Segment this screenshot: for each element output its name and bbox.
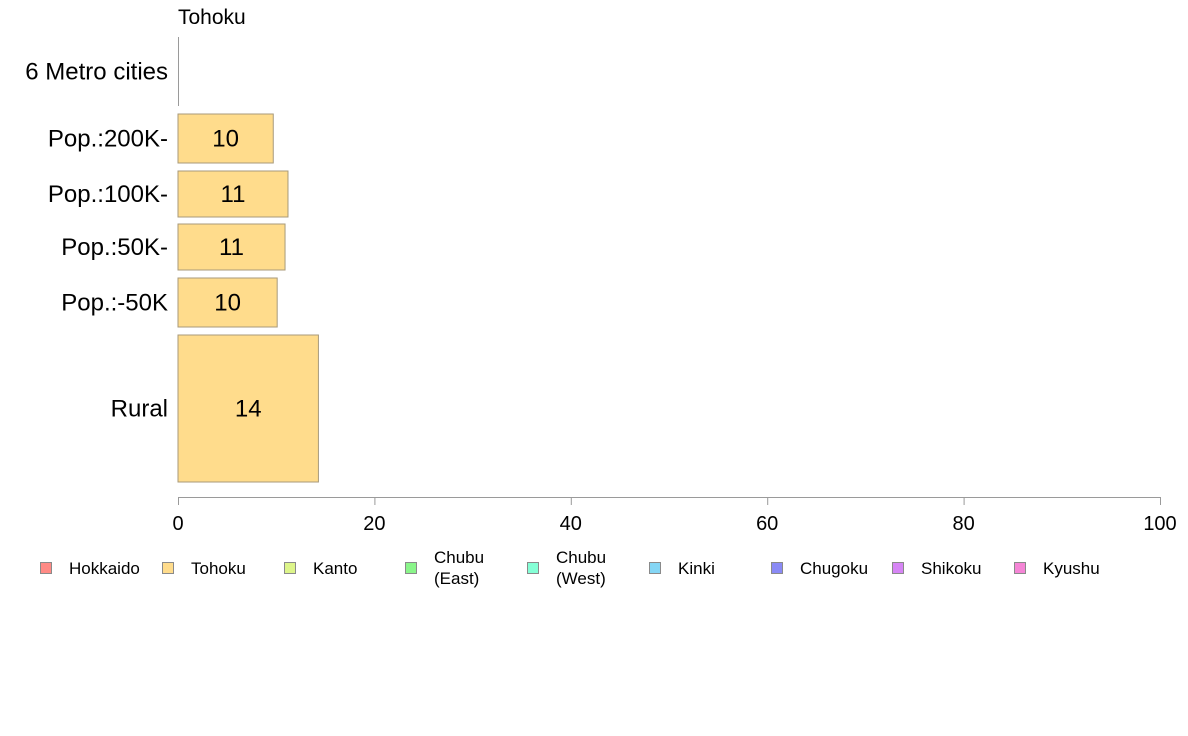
legend-label: Shikoku <box>921 558 982 578</box>
bar-value-label: 11 <box>219 234 244 261</box>
x-axis: 0 20 40 60 80 100 <box>172 497 1177 535</box>
bar-value-label: 10 <box>212 126 239 153</box>
category-label: Pop.:100K- <box>48 181 168 208</box>
category-label: Pop.:-50K <box>61 290 168 317</box>
legend-swatch <box>892 562 904 574</box>
legend-swatch <box>405 562 417 574</box>
bar <box>177 113 274 164</box>
legend-label: Chubu (East) <box>434 548 485 588</box>
legend-label: Kinki <box>678 558 715 578</box>
legend-swatch <box>649 562 661 574</box>
legend-item: Chubu (East) <box>405 546 484 590</box>
x-tick-label: 0 <box>172 513 183 535</box>
bar <box>177 170 289 218</box>
bars-group: 6 Metro cities Pop.:200K- 10 Pop.:100K- 11 Po… <box>25 59 319 483</box>
legend-swatch <box>40 562 52 574</box>
category-label: Pop.:200K- <box>48 126 168 153</box>
bar <box>177 277 278 328</box>
legend-item: Shikoku <box>892 546 981 590</box>
legend-item: Chubu (West) <box>527 546 606 590</box>
bar-value-label: 10 <box>214 290 241 317</box>
legend-label: Chubu (West) <box>556 548 607 588</box>
bar <box>177 223 286 271</box>
legend-swatch <box>771 562 783 574</box>
legend-item: Hokkaido <box>40 546 140 590</box>
legend-swatch <box>1014 562 1026 574</box>
x-tick-label: 80 <box>952 513 974 535</box>
legend-label: Kyushu <box>1043 558 1100 578</box>
panel-title: Tohoku <box>178 6 246 29</box>
category-label: 6 Metro cities <box>25 59 168 86</box>
bar <box>177 334 319 483</box>
legend-label: Chugoku <box>800 558 869 578</box>
legend-swatch <box>527 562 539 574</box>
category-label: Pop.:50K- <box>61 234 168 261</box>
x-tick-label: 20 <box>363 513 385 535</box>
category-label: Rural <box>111 396 168 423</box>
legend-item: Kyushu <box>1014 546 1100 590</box>
legend-label: Hokkaido <box>69 558 140 578</box>
x-tick-label: 60 <box>756 513 778 535</box>
bar-value-label: 14 <box>235 396 262 423</box>
legend-item: Kanto <box>284 546 357 590</box>
x-tick-label: 40 <box>560 513 582 535</box>
legend-item: Kinki <box>649 546 715 590</box>
legend-swatch <box>284 562 296 574</box>
legend-label: Kanto <box>313 558 358 578</box>
legend-label: Tohoku <box>191 558 246 578</box>
legend-item: Tohoku <box>162 546 246 590</box>
legend: Hokkaido Tohoku Kanto Chubu (East) Chubu (We… <box>0 546 1188 596</box>
bar-chart: Tohoku 6 Metro cities Pop.:200K- 10 Pop.:10… <box>25 6 1177 535</box>
legend-item: Chugoku <box>771 546 868 590</box>
bar-value-label: 11 <box>221 181 246 208</box>
x-tick-label: 100 <box>1143 513 1176 535</box>
legend-swatch <box>162 562 174 574</box>
